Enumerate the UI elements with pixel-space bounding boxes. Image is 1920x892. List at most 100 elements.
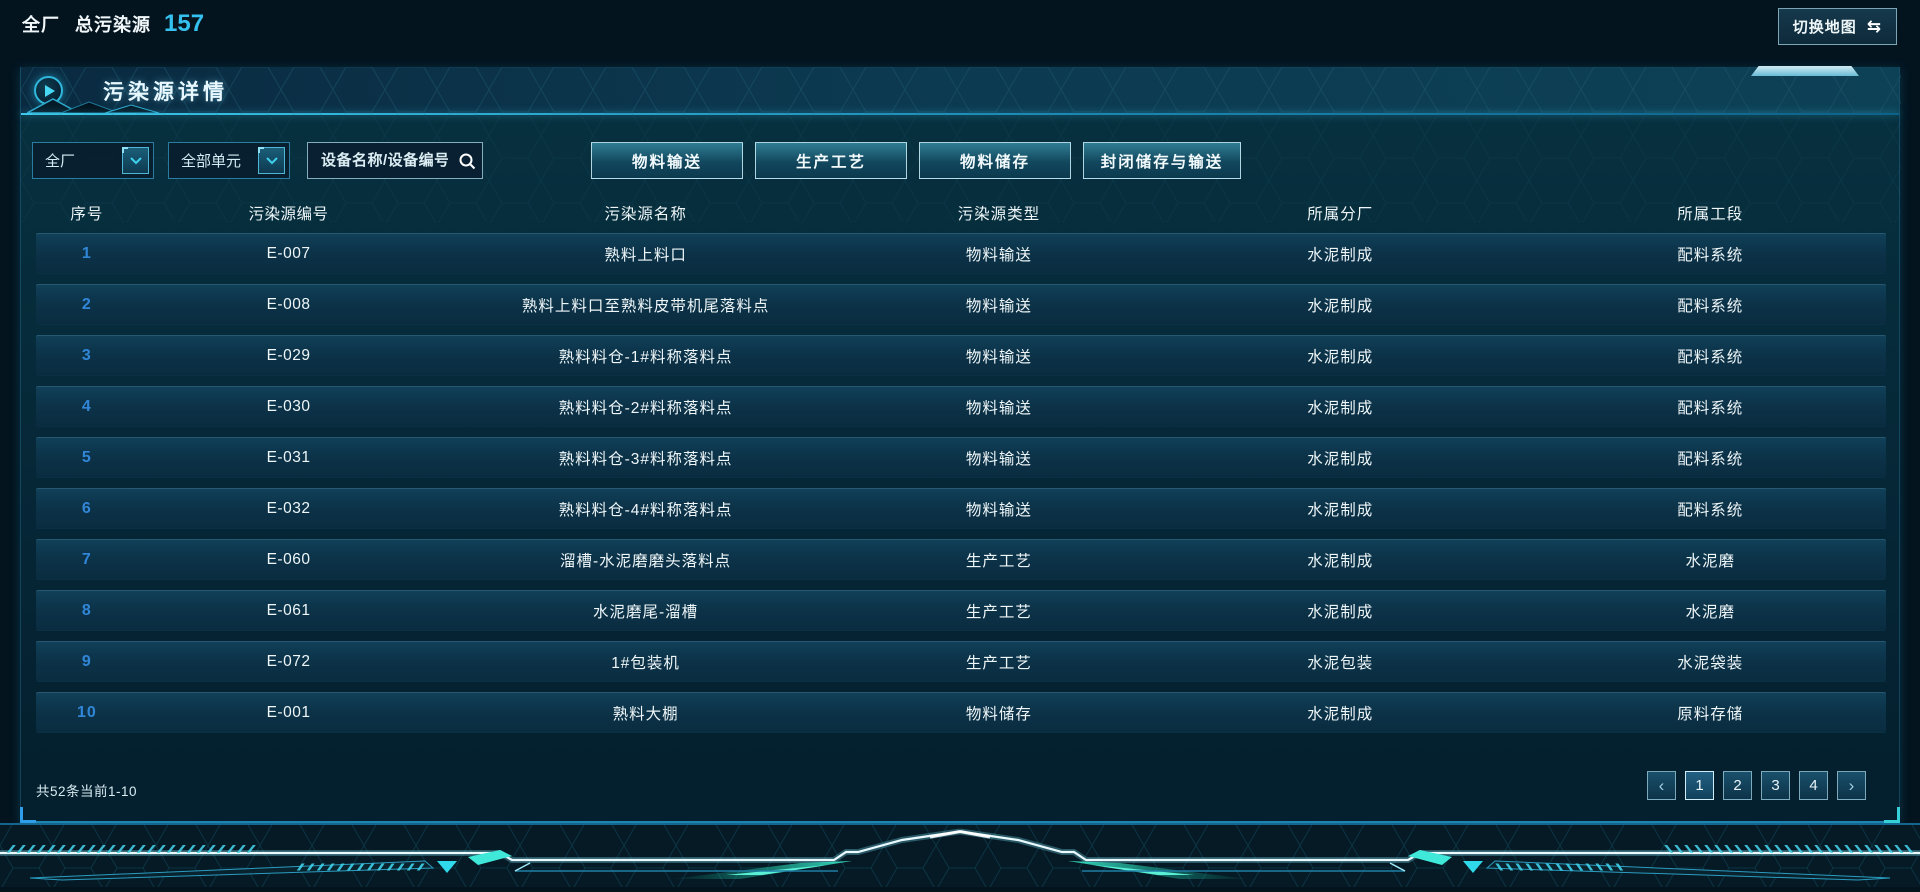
table-cell: 熟料料仓-2#料称落料点 bbox=[558, 399, 733, 417]
table-cell: 生产工艺 bbox=[965, 654, 1032, 672]
bottom-tech-border bbox=[0, 823, 1920, 887]
mountain-decoration bbox=[27, 98, 160, 113]
table-cell: 水泥制成 bbox=[1307, 297, 1374, 315]
total-pollution-count: 157 bbox=[164, 10, 205, 37]
table-cell: 物料输送 bbox=[965, 246, 1032, 264]
table-cell: 物料输送 bbox=[965, 399, 1032, 417]
table-cell: 水泥袋装 bbox=[1677, 654, 1744, 672]
page-number-button[interactable]: 3 bbox=[1761, 771, 1790, 800]
table-cell: 水泥包装 bbox=[1307, 654, 1374, 672]
table-cell: 配料系统 bbox=[1677, 246, 1744, 264]
play-icon bbox=[34, 76, 63, 105]
table-cell: 物料输送 bbox=[965, 297, 1032, 315]
switch-map-label: 切换地图 bbox=[1792, 19, 1857, 36]
plant-summary: 全厂 总污染源 157 bbox=[22, 10, 204, 38]
table-cell: 4 bbox=[81, 397, 92, 415]
filter-button-closed-storage-transport[interactable]: 封闭储存与输送 bbox=[1083, 142, 1241, 179]
table-cell: 水泥磨 bbox=[1685, 603, 1735, 621]
panel-corner-accent-left bbox=[20, 807, 36, 823]
factory-select[interactable]: 全厂 bbox=[32, 142, 154, 179]
table-cell: 配料系统 bbox=[1677, 450, 1744, 468]
col-header-work-section: 所属工段 bbox=[1677, 206, 1744, 223]
table-cell: 水泥制成 bbox=[1307, 246, 1374, 264]
filter-button-production-process[interactable]: 生产工艺 bbox=[755, 142, 907, 179]
table-cell: 熟料上料口至熟料皮带机尾落料点 bbox=[521, 297, 770, 315]
table-cell: E-060 bbox=[266, 550, 311, 568]
table-cell: 水泥制成 bbox=[1307, 399, 1374, 417]
table-cell: 7 bbox=[81, 550, 92, 568]
factory-select-value: 全厂 bbox=[45, 153, 76, 170]
filter-button-material-storage[interactable]: 物料储存 bbox=[919, 142, 1071, 179]
table-row[interactable]: 9 E-072 1#包装机 生产工艺 水泥包装 水泥袋装 bbox=[36, 641, 1886, 682]
total-pollution-label: 总污染源 bbox=[75, 15, 151, 35]
table-row[interactable]: 10 E-001 熟料大棚 物料储存 水泥制成 原料存储 bbox=[36, 692, 1886, 733]
page-number-button[interactable]: 1 bbox=[1685, 771, 1714, 800]
table-cell: 水泥制成 bbox=[1307, 603, 1374, 621]
panel-header: 污染源详情 bbox=[21, 66, 1901, 113]
table-cell: E-031 bbox=[266, 448, 311, 466]
table-cell: 配料系统 bbox=[1677, 297, 1744, 315]
table-cell: 配料系统 bbox=[1677, 399, 1744, 417]
table-row[interactable]: 1 E-007 熟料上料口 物料输送 水泥制成 配料系统 bbox=[36, 233, 1886, 274]
filter-button-material-transport[interactable]: 物料输送 bbox=[591, 142, 743, 179]
table-cell: 9 bbox=[81, 652, 92, 670]
col-header-source-type: 污染源类型 bbox=[957, 206, 1041, 223]
pollution-detail-panel: 污染源详情 全厂 全部单元 物料输送 生产工艺 物料储存 封闭储存与输送 bbox=[20, 66, 1901, 823]
table-cell: 熟料上料口 bbox=[604, 246, 687, 264]
table-cell: 1 bbox=[81, 244, 92, 262]
page-number-button[interactable]: 4 bbox=[1799, 771, 1828, 800]
table-row[interactable]: 4 E-030 熟料料仓-2#料称落料点 物料输送 水泥制成 配料系统 bbox=[36, 386, 1886, 427]
table-cell: 物料输送 bbox=[965, 450, 1032, 468]
unit-select[interactable]: 全部单元 bbox=[168, 142, 290, 179]
panel-title: 污染源详情 bbox=[103, 81, 228, 104]
panel-header-underline bbox=[21, 113, 1899, 115]
table-cell: 物料输送 bbox=[965, 348, 1032, 366]
chevron-down-icon[interactable] bbox=[122, 147, 149, 174]
record-summary: 共52条当前1-10 bbox=[36, 784, 138, 799]
table-cell: 配料系统 bbox=[1677, 348, 1744, 366]
col-header-source-name: 污染源名称 bbox=[604, 206, 687, 223]
table-row[interactable]: 3 E-029 熟料料仓-1#料称落料点 物料输送 水泥制成 配料系统 bbox=[36, 335, 1886, 376]
table-cell: 熟料大棚 bbox=[612, 705, 679, 723]
table-cell: 2 bbox=[81, 295, 92, 313]
table-row[interactable]: 8 E-061 水泥磨尾-溜槽 生产工艺 水泥制成 水泥磨 bbox=[36, 590, 1886, 631]
table-cell: E-029 bbox=[266, 346, 311, 364]
switch-map-button[interactable]: 切换地图 ⇆ bbox=[1777, 8, 1897, 45]
page-next-button[interactable]: › bbox=[1837, 771, 1866, 800]
table-body: 1 E-007 熟料上料口 物料输送 水泥制成 配料系统 2 E-008 熟料上料口至熟料皮带机… bbox=[36, 233, 1886, 743]
chevron-down-icon[interactable] bbox=[258, 147, 285, 174]
table-cell: 6 bbox=[81, 499, 92, 517]
top-bar: 全厂 总污染源 157 切换地图 ⇆ bbox=[0, 0, 1920, 55]
table-cell: 10 bbox=[76, 703, 97, 721]
swap-arrows-icon: ⇆ bbox=[1866, 16, 1882, 36]
hexagon-pattern-header bbox=[21, 67, 1901, 113]
table-cell: E-001 bbox=[266, 703, 311, 721]
table-cell: 1#包装机 bbox=[611, 654, 680, 672]
table-cell: 物料储存 bbox=[965, 705, 1032, 723]
table-row[interactable]: 5 E-031 熟料料仓-3#料称落料点 物料输送 水泥制成 配料系统 bbox=[36, 437, 1886, 478]
panel-corner-accent-right bbox=[1884, 807, 1900, 823]
table-row[interactable]: 7 E-060 溜槽-水泥磨磨头落料点 生产工艺 水泥制成 水泥磨 bbox=[36, 539, 1886, 580]
scope-label: 全厂 bbox=[22, 15, 60, 35]
table-cell: 水泥制成 bbox=[1307, 552, 1374, 570]
table-cell: 水泥制成 bbox=[1307, 348, 1374, 366]
search-input[interactable] bbox=[308, 152, 452, 169]
table-cell: 原料存储 bbox=[1677, 705, 1744, 723]
table-cell: E-030 bbox=[266, 397, 311, 415]
page-number-button[interactable]: 2 bbox=[1723, 771, 1752, 800]
unit-select-value: 全部单元 bbox=[181, 153, 242, 170]
table-cell: 熟料料仓-1#料称落料点 bbox=[558, 348, 733, 366]
table-cell: 生产工艺 bbox=[965, 552, 1032, 570]
col-header-branch-plant: 所属分厂 bbox=[1307, 206, 1374, 223]
table-cell: 物料输送 bbox=[965, 501, 1032, 519]
table-header-row: 序号 污染源编号 污染源名称 污染源类型 所属分厂 所属工段 bbox=[36, 200, 1886, 226]
search-icon[interactable] bbox=[452, 152, 482, 170]
page-prev-button[interactable]: ‹ bbox=[1647, 771, 1676, 800]
table-cell: E-008 bbox=[266, 295, 311, 313]
table-cell: E-061 bbox=[266, 601, 311, 619]
table-row[interactable]: 6 E-032 熟料料仓-4#料称落料点 物料输送 水泥制成 配料系统 bbox=[36, 488, 1886, 529]
table-row[interactable]: 2 E-008 熟料上料口至熟料皮带机尾落料点 物料输送 水泥制成 配料系统 bbox=[36, 284, 1886, 325]
table-cell: 熟料料仓-3#料称落料点 bbox=[558, 450, 733, 468]
table-cell: 水泥制成 bbox=[1307, 450, 1374, 468]
table-cell: E-007 bbox=[266, 244, 311, 262]
